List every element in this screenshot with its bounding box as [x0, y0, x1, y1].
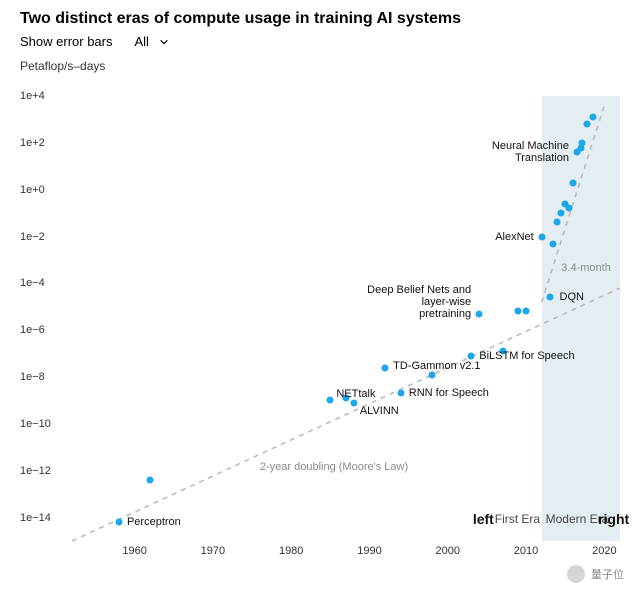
data-label: pretraining: [419, 308, 471, 320]
chart: 1e+41e+21e+01e−21e−41e−61e−81e−101e−121e…: [20, 96, 620, 559]
side-right-label: right: [598, 511, 629, 527]
y-axis-label: Petaflop/s–days: [0, 59, 640, 73]
data-label: DQN: [560, 291, 584, 303]
data-point[interactable]: [538, 233, 545, 240]
moore-trend-label: 2-year doubling (Moore's Law): [260, 461, 408, 473]
data-label: TD-Gammon v2.1: [393, 360, 480, 372]
y-tick: 1e−10: [20, 418, 68, 430]
x-tick: 1970: [201, 545, 225, 557]
chart-title: Two distinct eras of compute usage in tr…: [0, 0, 640, 34]
data-label: BiLSTM for Speech: [479, 350, 574, 362]
watermark-text: 量子位: [591, 566, 624, 582]
x-tick: 2020: [592, 545, 616, 557]
data-label: Translation: [515, 152, 569, 164]
y-tick: 1e−4: [20, 277, 68, 289]
data-point[interactable]: [589, 114, 596, 121]
data-point[interactable]: [558, 210, 565, 217]
controls-row: Show error bars All: [0, 34, 640, 55]
x-tick: 1960: [122, 545, 146, 557]
data-label: RNN for Speech: [409, 387, 489, 399]
side-left-label: left: [473, 511, 494, 527]
data-point[interactable]: [584, 121, 591, 128]
filter-select[interactable]: All: [134, 34, 168, 49]
data-label: Perceptron: [127, 516, 181, 528]
y-tick: 1e−6: [20, 324, 68, 336]
data-label: ALVINN: [360, 405, 399, 417]
data-point[interactable]: [382, 364, 389, 371]
y-tick: 1e−8: [20, 371, 68, 383]
x-tick: 2000: [436, 545, 460, 557]
data-point[interactable]: [429, 371, 436, 378]
data-label: Neural Machine: [492, 140, 569, 152]
y-tick: 1e−12: [20, 465, 68, 477]
data-point[interactable]: [115, 519, 122, 526]
data-point[interactable]: [397, 390, 404, 397]
data-point[interactable]: [566, 205, 573, 212]
watermark: 量子位: [567, 565, 624, 583]
data-label: layer-wise: [422, 296, 472, 308]
show-error-bars-toggle[interactable]: Show error bars: [20, 34, 112, 49]
data-point[interactable]: [147, 477, 154, 484]
data-point[interactable]: [468, 352, 475, 359]
y-tick: 1e+4: [20, 90, 68, 102]
first-era-label: First Era: [495, 512, 540, 526]
watermark-icon: [567, 565, 585, 583]
data-point[interactable]: [550, 240, 557, 247]
modern-trend-label: 3.4-month: [561, 262, 611, 274]
chevron-down-icon: [159, 37, 169, 47]
data-point[interactable]: [476, 310, 483, 317]
data-point[interactable]: [579, 139, 586, 146]
data-point[interactable]: [515, 308, 522, 315]
y-tick: 1e+2: [20, 137, 68, 149]
data-point[interactable]: [327, 397, 334, 404]
data-label: NETtalk: [336, 388, 375, 400]
data-label: AlexNet: [495, 231, 534, 243]
data-point[interactable]: [546, 294, 553, 301]
x-tick: 1990: [357, 545, 381, 557]
y-tick: 1e+0: [20, 184, 68, 196]
y-tick: 1e−2: [20, 231, 68, 243]
data-point[interactable]: [523, 308, 530, 315]
data-point[interactable]: [554, 219, 561, 226]
x-tick: 2010: [514, 545, 538, 557]
data-point[interactable]: [570, 179, 577, 186]
filter-select-value: All: [134, 34, 148, 49]
y-tick: 1e−14: [20, 512, 68, 524]
data-label: Deep Belief Nets and: [367, 284, 471, 296]
x-tick: 1980: [279, 545, 303, 557]
